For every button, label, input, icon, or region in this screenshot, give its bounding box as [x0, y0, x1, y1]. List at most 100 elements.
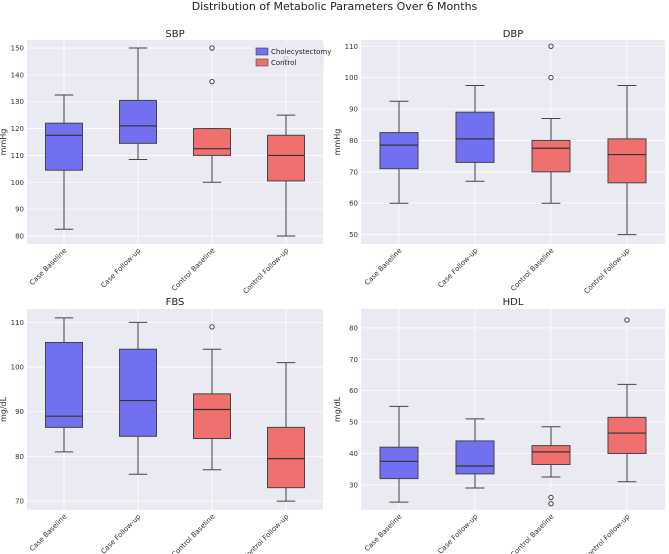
outlier-point	[209, 45, 215, 51]
panel-dbp: 50 60 70 80 90 100 110 DBP mmHg Case Baseline Case…	[333, 29, 665, 295]
y-tick-label: 40	[349, 450, 358, 458]
figure-title: Distribution of Metabolic Parameters Ove…	[192, 0, 478, 13]
legend-swatch	[255, 47, 269, 56]
y-axis-label: mg/dL	[333, 396, 342, 422]
x-tick-label: Control Baseline	[170, 513, 216, 554]
outlier-point	[624, 317, 630, 323]
y-axis-label: mg/dL	[0, 396, 8, 422]
outlier-point	[548, 501, 554, 507]
x-tick-label: Control Baseline	[170, 247, 216, 293]
y-tick-label: 60	[349, 387, 358, 395]
box-case-baseline	[45, 94, 83, 230]
outlier-point	[548, 43, 554, 49]
x-tick-label: Case Follow-up	[99, 246, 142, 289]
box-case-baseline	[379, 100, 419, 204]
y-tick-label: 130	[11, 98, 24, 106]
y-tick-label: 110	[11, 152, 24, 160]
x-tick-label: Case Baseline	[28, 247, 68, 287]
y-tick-label: 80	[15, 453, 24, 461]
y-axis-label: mmHg	[333, 129, 342, 156]
box-iqr	[119, 99, 157, 144]
box-iqr	[531, 445, 571, 465]
legend: Cholecystectomy Control	[252, 44, 331, 70]
panel-sbp: 80 90 100 110 120 130 140 150 SBP mmHg Case Baseli…	[0, 29, 331, 295]
x-tick-label: Control Baseline	[509, 247, 555, 293]
box-control-follow-up	[267, 56, 305, 237]
box-iqr	[119, 348, 157, 437]
box-iqr	[607, 416, 647, 454]
y-tick-label: 50	[349, 231, 358, 239]
y-tick-label: 90	[15, 408, 24, 416]
box-case-follow-up	[455, 85, 495, 182]
x-tick-label: Control Baseline	[509, 513, 555, 554]
x-tick-label: Case Baseline	[363, 513, 403, 553]
panel-title: DBP	[503, 29, 524, 40]
outlier-point	[209, 324, 215, 330]
box-control-follow-up	[607, 85, 647, 236]
y-tick-label: 80	[15, 232, 24, 240]
box-iqr	[607, 138, 647, 184]
x-tick-label: Control Follow-up	[242, 246, 291, 295]
box-case-follow-up	[455, 418, 495, 489]
box-iqr	[455, 111, 495, 163]
x-tick-label: Case Follow-up	[436, 246, 479, 289]
box-iqr	[379, 446, 419, 480]
box-case-follow-up	[119, 321, 157, 475]
box-control-follow-up	[267, 362, 305, 502]
panel-title: SBP	[165, 29, 184, 40]
box-iqr	[193, 393, 231, 440]
y-tick-label: 70	[349, 356, 358, 364]
y-axis-label: mmHg	[0, 129, 8, 156]
y-tick-label: 100	[11, 179, 24, 187]
legend-swatch	[255, 58, 269, 67]
box-iqr	[531, 139, 571, 173]
y-tick-label: 120	[11, 125, 24, 133]
y-tick-label: 140	[11, 71, 24, 79]
box-control-baseline	[531, 426, 571, 507]
x-tick-label: Control Follow-up	[583, 246, 632, 295]
box-iqr	[379, 132, 419, 170]
box-case-follow-up	[119, 47, 157, 160]
box-control-baseline	[531, 43, 571, 204]
x-tick-label: Case Baseline	[28, 513, 68, 553]
y-tick-label: 90	[349, 106, 358, 114]
box-control-baseline	[193, 324, 231, 471]
y-tick-label: 70	[15, 498, 24, 506]
panel-title: FBS	[166, 297, 185, 308]
legend-label: Control	[271, 59, 296, 67]
y-tick-label: 110	[345, 43, 358, 51]
box-iqr	[455, 440, 495, 475]
panel-fbs: 70 80 90 100 110 FBS mg/dL Case Baseline Case Fo…	[0, 297, 323, 554]
x-tick-label: Case Follow-up	[99, 512, 142, 554]
box-iqr	[45, 122, 83, 171]
y-tick-label: 100	[11, 364, 24, 372]
y-tick-label: 100	[345, 74, 358, 82]
y-tick-label: 80	[349, 137, 358, 145]
outlier-point	[548, 494, 554, 501]
plot-area	[361, 309, 665, 510]
box-iqr	[193, 128, 231, 156]
box-iqr	[267, 426, 305, 489]
legend-label: Cholecystectomy	[271, 48, 331, 56]
y-tick-label: 60	[349, 200, 358, 208]
y-tick-label: 90	[15, 206, 24, 214]
panel-hdl: 30 40 50 60 70 80 HDL mg/dL Case Baseline Case Fo…	[333, 297, 665, 554]
box-case-baseline	[379, 405, 419, 503]
x-tick-label: Control Follow-up	[242, 512, 291, 554]
y-tick-label: 30	[349, 481, 358, 489]
box-control-baseline	[193, 45, 231, 183]
x-tick-label: Control Follow-up	[583, 512, 632, 554]
y-tick-label: 150	[11, 45, 24, 53]
panel-title: HDL	[503, 297, 524, 308]
box-iqr	[267, 134, 305, 182]
box-control-follow-up	[607, 317, 647, 483]
y-tick-label: 80	[349, 324, 358, 332]
y-tick-label: 70	[349, 168, 358, 176]
box-case-baseline	[45, 317, 83, 453]
x-tick-label: Case Baseline	[363, 247, 403, 287]
outlier-point	[209, 78, 215, 85]
y-tick-label: 110	[11, 319, 24, 327]
box-iqr	[45, 342, 83, 428]
outlier-point	[548, 75, 554, 81]
